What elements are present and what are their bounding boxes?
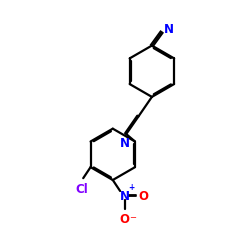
Text: O: O xyxy=(138,190,148,203)
Text: Cl: Cl xyxy=(76,182,88,196)
Text: N: N xyxy=(164,23,173,36)
Text: N: N xyxy=(120,190,130,203)
Text: O: O xyxy=(120,213,130,226)
Text: N: N xyxy=(120,137,130,150)
Text: +: + xyxy=(128,184,135,192)
Text: −: − xyxy=(130,213,136,222)
